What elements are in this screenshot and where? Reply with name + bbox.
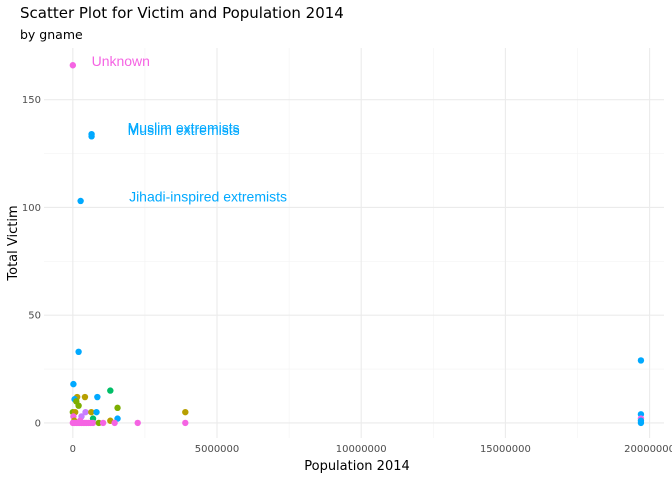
data-point [82,408,89,416]
data-point [114,404,121,412]
y-tick-label: 0 [35,418,41,429]
data-point [637,357,645,364]
data-point [88,408,95,416]
data-point [75,402,82,409]
point-annotation: Jihadi-inspired extremists [129,189,287,205]
data-point [107,387,114,394]
x-tick-label: 10000000 [336,444,387,455]
y-tick-label: 100 [22,203,41,214]
x-tick-label: 20000000 [624,444,672,455]
data-point [70,380,77,388]
data-point [77,197,84,205]
data-point [94,393,101,401]
x-tick-label: 15000000 [480,444,531,455]
y-axis-title: Total Victim [6,205,21,281]
x-tick-label: 5000000 [195,444,240,455]
data-point [182,408,189,416]
data-point [75,348,82,356]
data-point [134,419,141,427]
grid-lines [44,48,664,438]
data-point [93,408,100,416]
chart-title: Scatter Plot for Victim and Population 2… [20,4,344,22]
data-point [637,419,645,427]
point-annotation: Muslim extremists [128,120,240,136]
data-point [88,133,95,140]
x-axis-title: Population 2014 [304,459,410,474]
data-point [99,419,107,427]
y-tick-label: 150 [22,95,41,106]
data-point [69,62,77,69]
x-tick-label: 0 [70,444,76,455]
x-axis-ticks: 0 5000000 10000000 15000000 20000000 [70,444,672,455]
data-point [89,419,97,427]
data-point [111,419,118,427]
y-tick-label: 50 [28,311,41,322]
y-axis-ticks: 0 50 100 150 [22,95,41,429]
point-annotation: Unknown [92,53,150,69]
chart-subtitle: by gname [20,27,83,42]
data-point [81,393,89,401]
point-annotation: Muslim extremists [128,122,240,138]
data-points [69,62,645,427]
data-point [182,419,189,427]
